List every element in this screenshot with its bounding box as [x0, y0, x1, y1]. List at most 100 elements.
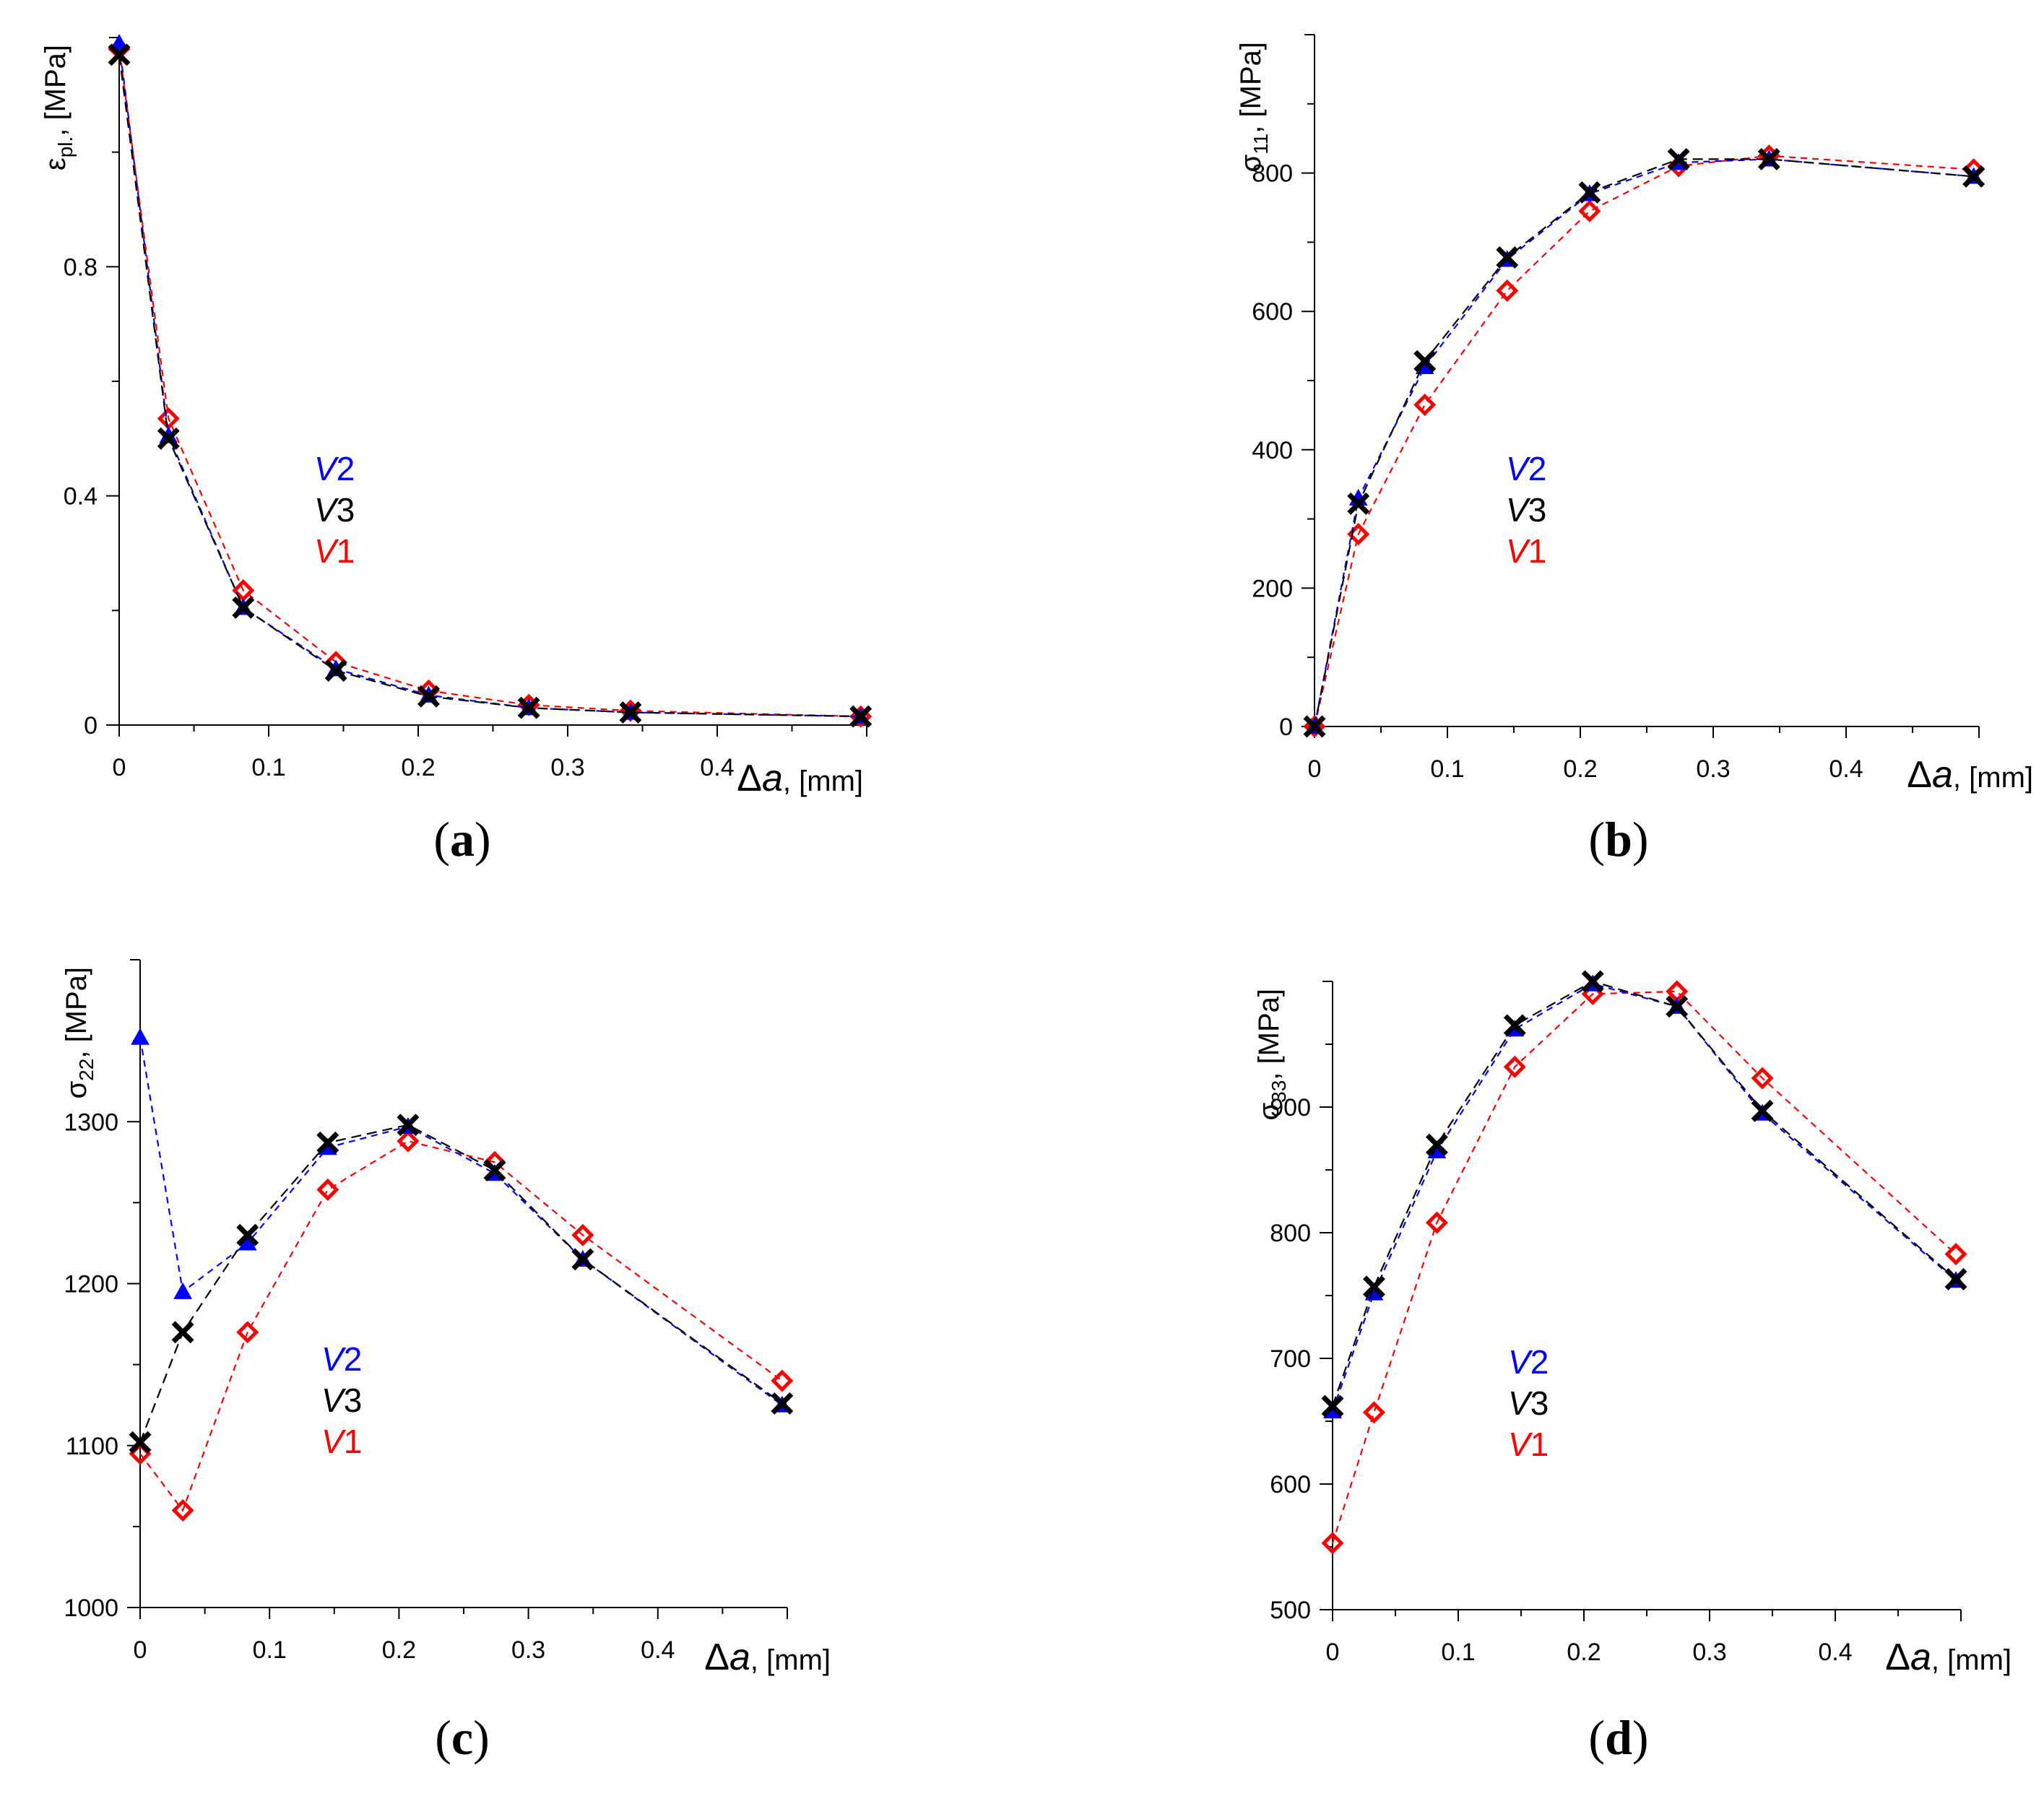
legend-entry-number: 3 — [344, 1381, 363, 1419]
data-point-V3 — [1757, 147, 1780, 170]
data-point-V1 — [1944, 1243, 1967, 1266]
series-V2 — [110, 33, 870, 724]
x-tick-label: 0 — [1308, 755, 1322, 783]
series-V2 — [1305, 149, 1983, 734]
x-axis-title-symbol: Δ — [737, 758, 762, 799]
series-line-V3 — [118, 54, 861, 718]
data-point-V1 — [1425, 1211, 1448, 1234]
panel-caption-close: ) — [1632, 1710, 1649, 1765]
panel-caption: (a) — [433, 812, 490, 867]
axes: 0 0.1 0.2 0.3 0.4 500 600 700 800 900 — [1270, 981, 1962, 1666]
panel-caption-close: ) — [475, 812, 491, 867]
y-tick-label: 800 — [1270, 1220, 1311, 1247]
y-axis-title-subscript: 33 — [1268, 1080, 1290, 1103]
y-axis-title: σ22, [MPa] — [61, 967, 98, 1099]
data-point-V3 — [1751, 1099, 1774, 1122]
legend-entry-V2: V2 — [1506, 450, 1546, 487]
legend-entry-variable: V — [1508, 1343, 1533, 1381]
legend-entry-number: 2 — [337, 450, 355, 487]
legend-entry-number: 1 — [337, 532, 355, 570]
x-axis-title-unit: , [mm] — [1931, 1644, 2011, 1676]
series-V1 — [1321, 980, 1967, 1555]
series-V1 — [129, 1129, 794, 1522]
series-line-V2 — [1331, 983, 1957, 1412]
x-axis-title: Δa, [mm] — [704, 1636, 831, 1678]
data-point-V3 — [1581, 970, 1604, 993]
data-point-V3 — [1425, 1133, 1448, 1156]
x-tick-label: 0.1 — [253, 1636, 287, 1664]
panel-caption-letter: a — [450, 812, 475, 867]
data-point-V3 — [1321, 1394, 1344, 1418]
data-point-V3 — [1503, 1014, 1526, 1037]
x-tick-label: 0.4 — [1818, 1639, 1852, 1666]
data-point-V3 — [1413, 350, 1437, 373]
legend-entry-variable: V — [1506, 491, 1531, 529]
series-line-V3 — [1331, 980, 1957, 1407]
data-point-V1 — [771, 1369, 794, 1392]
legend-entry-variable: V — [321, 1423, 347, 1460]
legend-entry-variable: V — [314, 450, 339, 487]
legend-entry-number: 3 — [337, 491, 355, 529]
data-point-V3 — [108, 43, 131, 66]
y-tick-label: 0 — [1279, 713, 1293, 741]
chart-panel-a: 0 0.1 0.2 0.3 0.4 0 0.4 0.8 εpl., [MPa] Δa, [mm] V… — [0, 0, 1022, 898]
x-axis-title-variable: a — [1910, 1636, 1931, 1678]
data-point-V3 — [232, 596, 255, 619]
y-axis-title-symbol: σ — [1235, 154, 1267, 172]
data-point-V3 — [1496, 246, 1519, 269]
series-line-V3 — [1313, 158, 1974, 727]
data-point-V1 — [171, 1498, 194, 1522]
data-point-V3 — [397, 1114, 420, 1137]
data-point-V3 — [324, 659, 347, 682]
legend-entry-variable: V — [321, 1381, 347, 1419]
data-point-V3 — [1578, 181, 1601, 204]
data-point-V1 — [1413, 393, 1437, 417]
series-V3 — [1321, 970, 1967, 1418]
y-tick-label: 0.8 — [64, 253, 98, 281]
axes: 0 0.1 0.2 0.3 0.4 0 200 400 600 800 — [1252, 34, 1980, 783]
x-tick-label: 0.1 — [1441, 1639, 1475, 1666]
series-line-V1 — [1331, 990, 1957, 1544]
legend-entry-V3: V3 — [1506, 491, 1546, 529]
data-point-V3 — [171, 1321, 194, 1344]
y-tick-label: 1000 — [64, 1595, 118, 1622]
x-tick-label: 0.4 — [700, 754, 734, 781]
series-V1 — [108, 38, 872, 728]
legend-entry-number: 3 — [1528, 491, 1547, 529]
data-point-V1 — [1503, 1055, 1526, 1078]
legend-entry-variable: V — [314, 491, 339, 529]
series-V3 — [129, 1114, 794, 1454]
legend-entry-number: 1 — [344, 1423, 363, 1460]
legend-entry-V1: V1 — [321, 1423, 362, 1460]
x-axis-title-variable: a — [729, 1636, 750, 1678]
panel-caption-open: ( — [1588, 812, 1605, 867]
chart-panel-b: 0 0.1 0.2 0.3 0.4 0 200 400 600 800 σ11, [MPa] Δa, … — [1022, 0, 2044, 898]
legend-entry-variable: V — [321, 1340, 347, 1378]
x-tick-label: 0.1 — [251, 754, 285, 781]
x-axis-title-symbol: Δ — [704, 1636, 729, 1678]
legend-entry-V1: V1 — [1506, 532, 1546, 570]
data-point-V1 — [1578, 199, 1601, 222]
x-axis-title-unit: , [mm] — [783, 765, 863, 797]
y-axis-title-subscript: 22 — [75, 1059, 98, 1081]
x-axis-title-unit: , [mm] — [1953, 762, 2033, 794]
panel-caption-letter: d — [1605, 1710, 1632, 1765]
legend-entry-number: 2 — [1528, 450, 1547, 487]
data-point-V3 — [1667, 147, 1690, 170]
x-tick-label: 0.2 — [1567, 1639, 1601, 1666]
y-axis-title-unit: , [MPa] — [1235, 42, 1267, 134]
panel-caption-letter: b — [1605, 812, 1632, 867]
x-tick-label: 0.3 — [1696, 755, 1730, 783]
y-tick-label: 200 — [1252, 575, 1293, 602]
series-line-V2 — [139, 1037, 783, 1406]
legend-entry-variable: V — [1506, 450, 1531, 487]
x-tick-label: 0 — [113, 754, 126, 781]
chart-panel-d: 0 0.1 0.2 0.3 0.4 500 600 700 800 900 σ33, [MPa] Δa… — [1022, 898, 2044, 1796]
x-tick-label: 0 — [1326, 1639, 1340, 1666]
panel-caption-open: ( — [435, 1710, 451, 1765]
y-axis-title-unit: , [MPa] — [40, 45, 72, 136]
